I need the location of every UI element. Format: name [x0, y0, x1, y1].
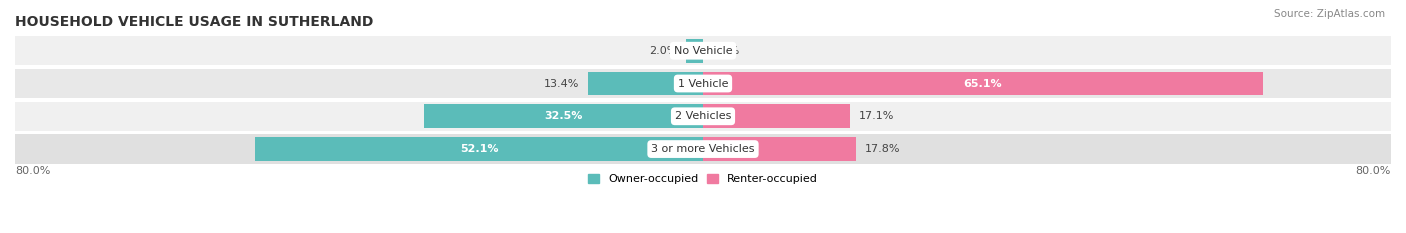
Legend: Owner-occupied, Renter-occupied: Owner-occupied, Renter-occupied	[583, 169, 823, 189]
Text: 2 Vehicles: 2 Vehicles	[675, 111, 731, 121]
Text: 2.0%: 2.0%	[648, 46, 678, 56]
Text: 65.1%: 65.1%	[963, 79, 1002, 89]
Text: No Vehicle: No Vehicle	[673, 46, 733, 56]
Text: Source: ZipAtlas.com: Source: ZipAtlas.com	[1274, 9, 1385, 19]
Bar	[588, 72, 703, 95]
Text: HOUSEHOLD VEHICLE USAGE IN SUTHERLAND: HOUSEHOLD VEHICLE USAGE IN SUTHERLAND	[15, 15, 374, 29]
Bar	[254, 137, 703, 161]
Bar	[703, 137, 856, 161]
Bar	[423, 104, 703, 128]
Bar	[15, 36, 1391, 65]
Bar	[686, 39, 703, 62]
Bar	[15, 134, 1391, 164]
Text: 32.5%: 32.5%	[544, 111, 582, 121]
Text: 13.4%: 13.4%	[544, 79, 579, 89]
Text: 1 Vehicle: 1 Vehicle	[678, 79, 728, 89]
Text: 80.0%: 80.0%	[15, 166, 51, 176]
Bar	[703, 72, 1263, 95]
Text: 52.1%: 52.1%	[460, 144, 498, 154]
Text: 80.0%: 80.0%	[1355, 166, 1391, 176]
Bar	[15, 69, 1391, 98]
Text: 3 or more Vehicles: 3 or more Vehicles	[651, 144, 755, 154]
Text: 17.1%: 17.1%	[859, 111, 894, 121]
Text: 0.0%: 0.0%	[711, 46, 740, 56]
Bar	[703, 104, 851, 128]
Bar	[15, 102, 1391, 131]
Text: 17.8%: 17.8%	[865, 144, 900, 154]
